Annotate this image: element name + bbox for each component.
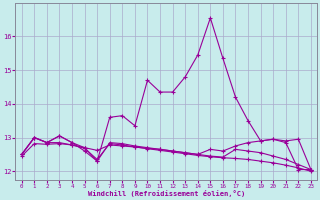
X-axis label: Windchill (Refroidissement éolien,°C): Windchill (Refroidissement éolien,°C) [88,190,245,197]
